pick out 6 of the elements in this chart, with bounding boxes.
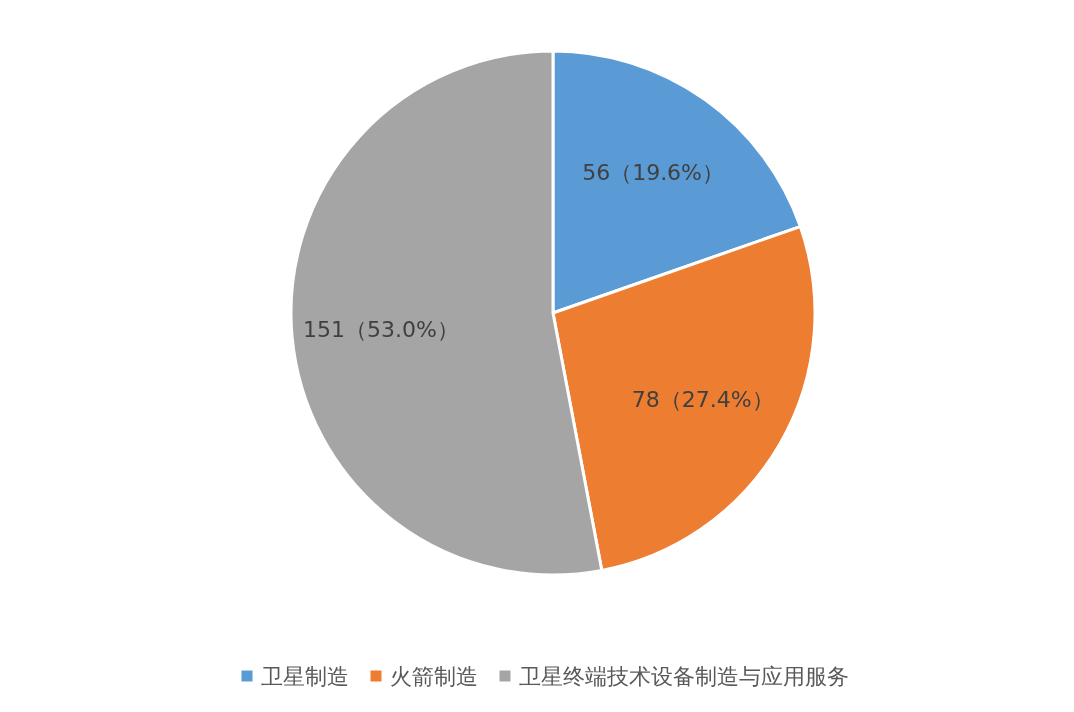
data-label: 78（27.4%） <box>631 386 774 412</box>
data-label: 151（53.0%） <box>302 316 459 342</box>
legend-label: 卫星终端技术设备制造与应用服务 <box>518 663 849 689</box>
legend-label: 卫星制造 <box>260 663 349 689</box>
legend-label: 火箭制造 <box>389 663 478 689</box>
data-label: 56（19.6%） <box>582 159 725 185</box>
